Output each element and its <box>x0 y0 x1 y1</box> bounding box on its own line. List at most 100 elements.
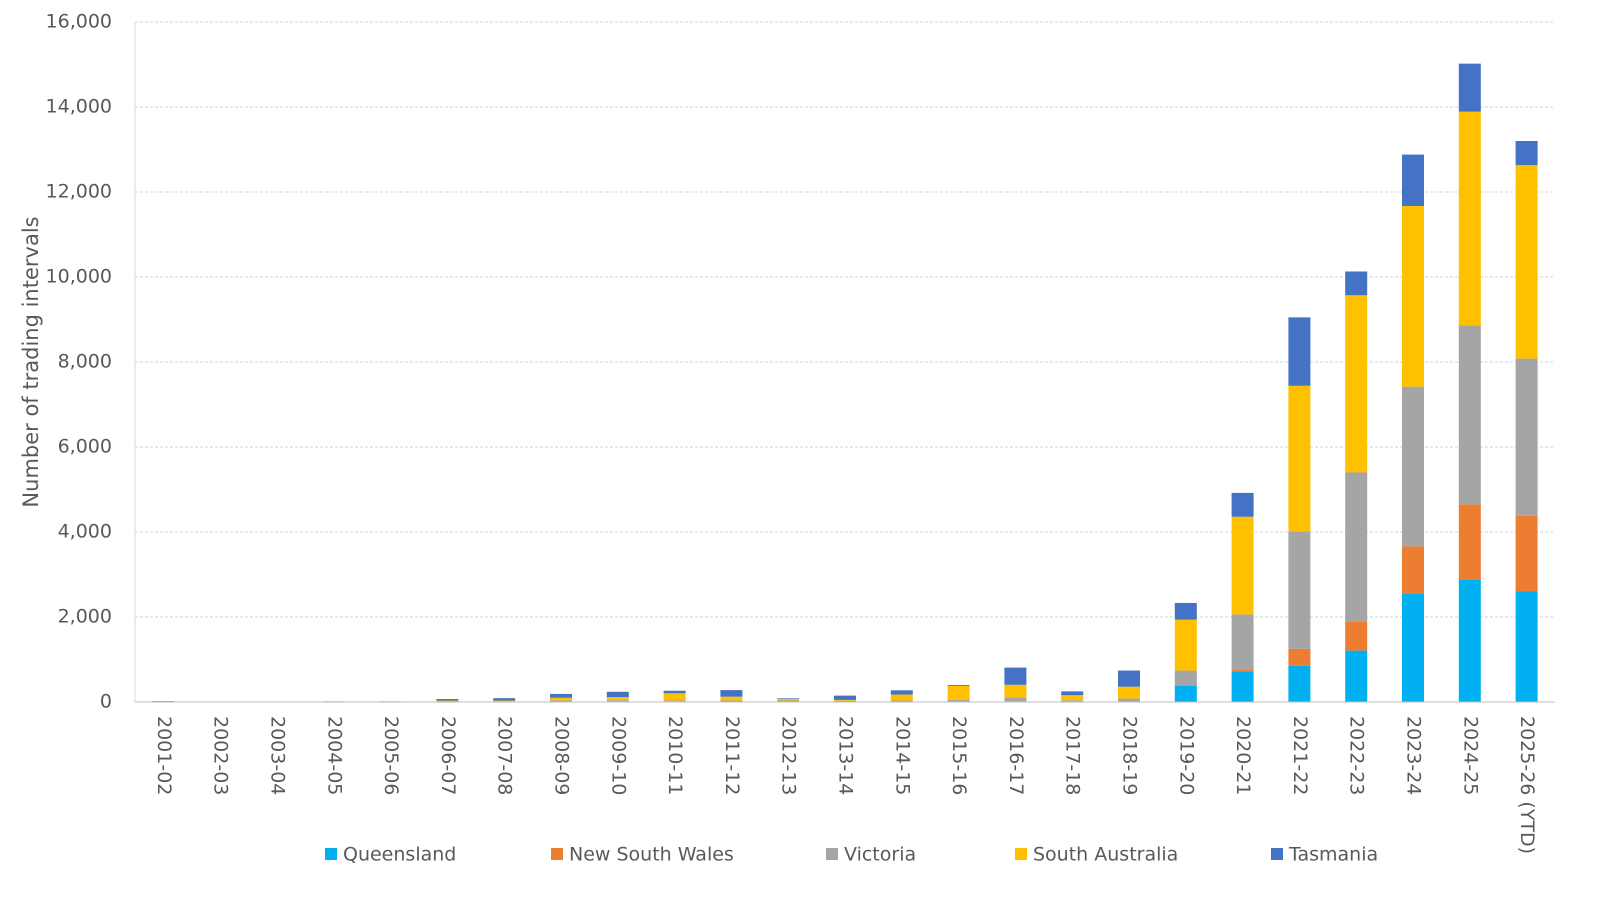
bar-segment <box>1231 492 1254 517</box>
legend: Queensland New South Wales Victoria South A… <box>325 844 1378 866</box>
y-tick-label: 8,000 <box>58 351 112 373</box>
y-tick-label: 12,000 <box>46 181 112 203</box>
y-tick-label: 14,000 <box>46 96 112 118</box>
bar-segment <box>550 697 572 701</box>
bar-segment <box>1174 685 1197 702</box>
bar-segment <box>436 700 459 702</box>
bar-segment <box>1231 671 1254 702</box>
bar-segment <box>1174 685 1197 687</box>
y-tick-label: 16,000 <box>46 11 112 33</box>
legend-label: South Australia <box>1033 844 1178 866</box>
bar-segment <box>1345 650 1368 702</box>
bar-segment <box>777 698 800 699</box>
bar-segment <box>606 691 629 698</box>
bar-segment <box>550 693 572 698</box>
bar-segment <box>1458 111 1481 326</box>
bar-segment <box>1174 602 1197 620</box>
bar-segment <box>606 697 629 701</box>
bar-segment <box>1118 670 1140 687</box>
legend-swatch <box>826 848 838 860</box>
x-tick-label: 2016-17 <box>1005 716 1027 795</box>
bar-segment <box>1458 325 1481 505</box>
bar-segment <box>890 700 913 702</box>
y-axis-title: Number of trading intervals <box>19 216 43 507</box>
bar-segment <box>663 690 686 694</box>
x-tick-label: 2012-13 <box>778 716 800 795</box>
bar-segment <box>1402 593 1424 702</box>
y-tick-label: 0 <box>100 691 112 713</box>
legend-label: New South Wales <box>569 844 734 866</box>
x-tick-label: 2006-07 <box>437 716 459 795</box>
bar-segment <box>720 700 743 702</box>
x-tick-label: 2011-12 <box>721 716 743 795</box>
bar-segment <box>1061 700 1084 702</box>
x-tick-label: 2021-22 <box>1289 716 1311 795</box>
bar-segment <box>1402 546 1424 594</box>
x-tick-label: 2017-18 <box>1062 716 1084 795</box>
bar-segment <box>834 699 856 701</box>
x-tick-label: 2004-05 <box>323 716 345 795</box>
bar-segment <box>1515 141 1538 166</box>
x-tick-label: 2002-03 <box>210 716 232 795</box>
bar-segment <box>1458 63 1481 112</box>
bar-segment <box>1004 667 1027 685</box>
x-tick-label: 2013-14 <box>835 716 857 795</box>
bar-segment <box>1061 691 1084 696</box>
bar-segment <box>1118 686 1140 699</box>
x-tick-label: 2022-23 <box>1346 716 1368 795</box>
bar-segment <box>493 700 516 702</box>
bar-segment <box>1515 165 1538 359</box>
bar-segment <box>1231 614 1254 670</box>
x-tick-label: 2005-06 <box>380 716 402 795</box>
bar-segment <box>777 700 800 702</box>
bar-segment <box>834 695 856 700</box>
bar-segment <box>720 696 743 701</box>
bar-segment <box>1288 317 1311 386</box>
x-tick-label: 2020-21 <box>1232 716 1254 795</box>
legend-swatch <box>1271 848 1283 860</box>
bar-segment <box>1402 386 1424 547</box>
x-tick-label: 2019-20 <box>1175 716 1197 795</box>
bar-segment <box>1515 358 1538 516</box>
bar-segment <box>1515 591 1538 702</box>
bar-segment <box>663 693 686 701</box>
x-tick-labels: 2001-02 2002-03 2003-04 2004-05 2005-06 2006-… <box>153 716 1538 854</box>
x-tick-label: 2023-24 <box>1403 716 1425 795</box>
bar-segment <box>1402 206 1424 387</box>
bar-segment <box>947 685 970 686</box>
legend-swatch <box>325 848 337 860</box>
bar-segment <box>1061 695 1084 701</box>
legend-swatch <box>551 848 563 860</box>
bar-segment <box>947 685 970 700</box>
bar-segment <box>493 701 516 702</box>
bar-segment <box>606 700 629 702</box>
x-tick-label: 2007-08 <box>494 716 516 795</box>
x-tick-label: 2025-26 (YTD) <box>1516 716 1538 854</box>
y-tick-label: 2,000 <box>58 606 112 628</box>
legend-swatch <box>1015 848 1027 860</box>
bar-segment <box>1515 515 1538 592</box>
x-tick-label: 2010-11 <box>664 716 686 795</box>
bar-segment <box>1174 670 1197 686</box>
bar-segment <box>1174 619 1197 671</box>
bar-segment <box>720 690 743 697</box>
bar-segment <box>1004 697 1027 702</box>
x-tick-label: 2001-02 <box>153 716 175 795</box>
bar-segment <box>1458 579 1481 702</box>
bar-segment <box>1345 271 1368 296</box>
bar-segment <box>947 699 970 702</box>
bar-segment <box>1118 698 1140 702</box>
legend-label: Victoria <box>844 844 916 866</box>
bar-segment <box>1288 385 1311 532</box>
x-tick-label: 2014-15 <box>891 716 913 795</box>
legend-label: Tasmania <box>1288 844 1378 866</box>
bar-segment <box>663 700 686 702</box>
y-tick-labels: 0 2,000 4,000 6,000 8,000 10,000 12,000 14,000 1… <box>46 11 112 713</box>
bar-segment <box>890 694 913 701</box>
bar-segment <box>1288 648 1311 666</box>
bar-segment <box>1231 516 1254 615</box>
bar-segment <box>152 701 175 702</box>
bar-segment <box>1458 504 1481 580</box>
y-tick-label: 4,000 <box>58 521 112 543</box>
x-tick-label: 2003-04 <box>267 716 289 795</box>
